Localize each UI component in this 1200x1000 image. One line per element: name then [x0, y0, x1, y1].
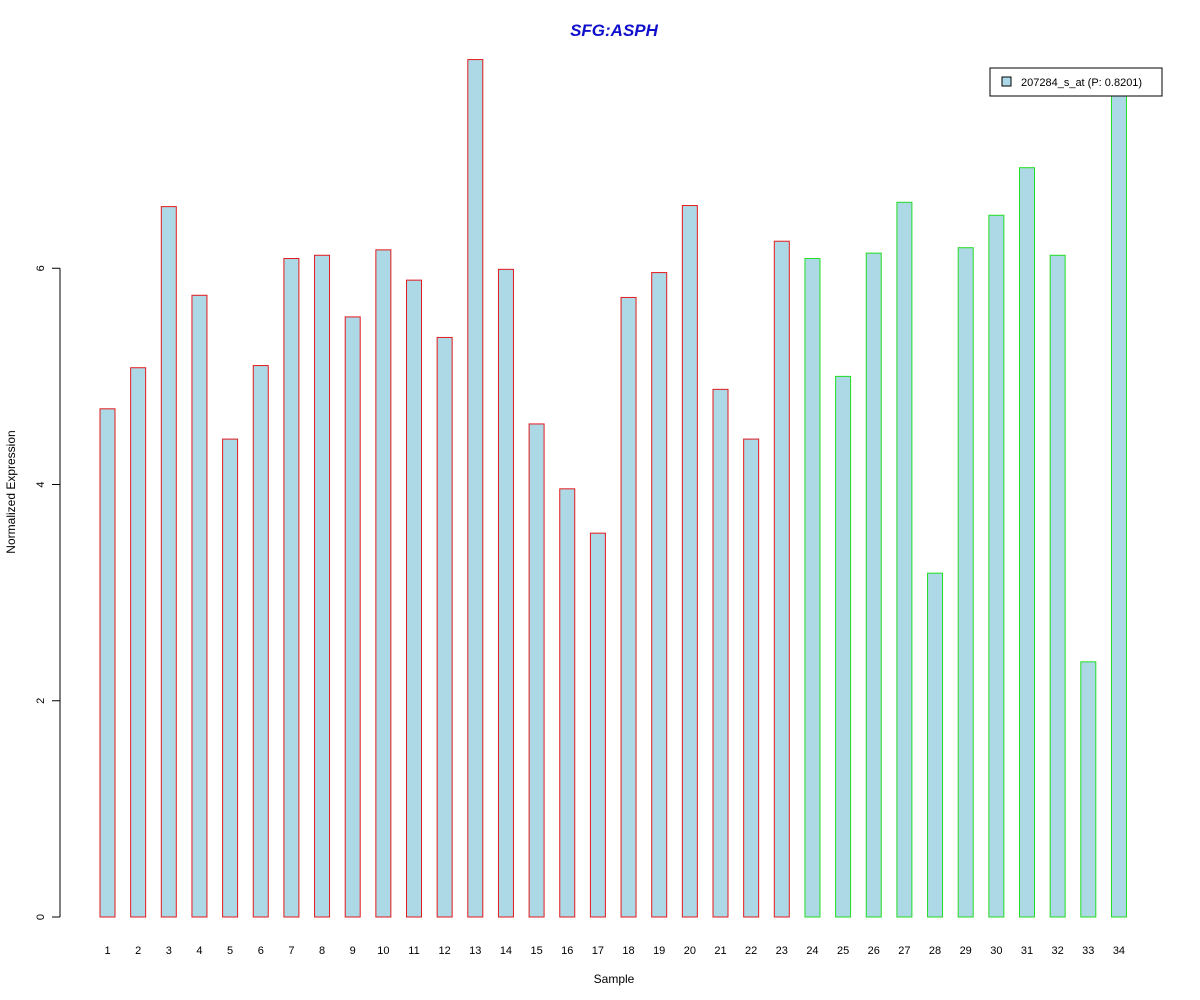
bar	[528, 423, 545, 918]
legend-label: 207284_s_at (P: 0.8201)	[1021, 77, 1142, 89]
x-tick-label: 11	[408, 945, 419, 957]
bar	[681, 205, 698, 918]
x-tick-label: 2	[135, 945, 141, 957]
bar	[1019, 167, 1035, 918]
y-tick-label: 6	[35, 265, 47, 271]
bar	[1049, 254, 1066, 918]
x-tick-labels: 1 2 3 4 5 6 7 8 9 10 11 12 13 14 15 16 17 18 19 20 21 22 23 24 2…	[104, 945, 1125, 957]
legend-swatch	[1001, 76, 1012, 87]
bar	[865, 252, 882, 918]
x-tick-label: 34	[1113, 945, 1125, 957]
x-tick-label: 15	[530, 945, 542, 957]
bar	[375, 249, 392, 918]
x-tick-label: 19	[653, 945, 665, 957]
chart-title: SFG:ASPH	[570, 21, 659, 40]
bar	[497, 268, 514, 918]
bar	[252, 365, 269, 918]
bar	[467, 59, 484, 918]
y-tick-label: 4	[35, 481, 47, 487]
x-tick-label: 13	[469, 945, 481, 957]
y-tick-label: 2	[35, 698, 47, 704]
bars-group	[99, 59, 1127, 918]
legend-box	[989, 67, 1163, 97]
y-axis-title: Normalized Expression	[4, 430, 18, 553]
bar	[988, 214, 1005, 918]
bar	[344, 316, 361, 918]
bar	[896, 201, 913, 918]
x-tick-label: 4	[196, 945, 202, 957]
x-tick-label: 25	[837, 945, 849, 957]
x-tick-label: 24	[806, 945, 818, 957]
bar	[589, 532, 606, 918]
bar	[712, 388, 729, 918]
bar	[406, 279, 422, 918]
bar	[957, 247, 974, 918]
bar	[283, 258, 300, 918]
x-tick-label: 12	[439, 945, 451, 957]
x-axis-title: Sample	[594, 972, 635, 986]
bar	[99, 408, 116, 918]
x-tick-label: 20	[684, 945, 696, 957]
bar	[222, 438, 239, 918]
y-tick-label: 0	[35, 914, 47, 920]
bar	[620, 296, 637, 918]
x-tick-label: 29	[960, 945, 972, 957]
legend: 207284_s_at (P: 0.8201)	[989, 67, 1163, 97]
bar	[743, 438, 760, 918]
x-tick-label: 30	[990, 945, 1002, 957]
bar	[314, 254, 331, 918]
bar	[804, 258, 821, 918]
bar	[1080, 661, 1097, 918]
bar	[1110, 93, 1127, 918]
bar	[130, 367, 147, 918]
x-tick-label: 33	[1082, 945, 1094, 957]
bar	[559, 488, 576, 918]
x-tick-label: 18	[622, 945, 634, 957]
x-tick-label: 31	[1021, 945, 1033, 957]
bar	[651, 272, 668, 918]
x-tick-label: 8	[319, 945, 325, 957]
bar	[160, 206, 177, 918]
x-tick-label: 3	[166, 945, 172, 957]
x-tick-label: 14	[500, 945, 512, 957]
bar	[191, 294, 208, 918]
x-tick-label: 16	[561, 945, 573, 957]
x-tick-label: 6	[258, 945, 264, 957]
x-tick-label: 1	[104, 945, 110, 957]
x-tick-label: 32	[1052, 945, 1064, 957]
x-tick-label: 7	[288, 945, 294, 957]
x-tick-label: 23	[776, 945, 788, 957]
y-axis: 0 2 4 6	[35, 265, 61, 920]
bar	[773, 240, 790, 918]
x-tick-label: 27	[898, 945, 910, 957]
x-tick-label: 21	[714, 945, 726, 957]
x-tick-label: 9	[350, 945, 356, 957]
x-tick-label: 10	[377, 945, 389, 957]
x-tick-label: 5	[227, 945, 233, 957]
x-tick-label: 26	[868, 945, 880, 957]
bar	[927, 572, 944, 918]
x-tick-label: 17	[592, 945, 604, 957]
bar	[835, 375, 852, 918]
bar	[436, 336, 453, 918]
x-tick-label: 22	[745, 945, 757, 957]
x-tick-label: 28	[929, 945, 941, 957]
